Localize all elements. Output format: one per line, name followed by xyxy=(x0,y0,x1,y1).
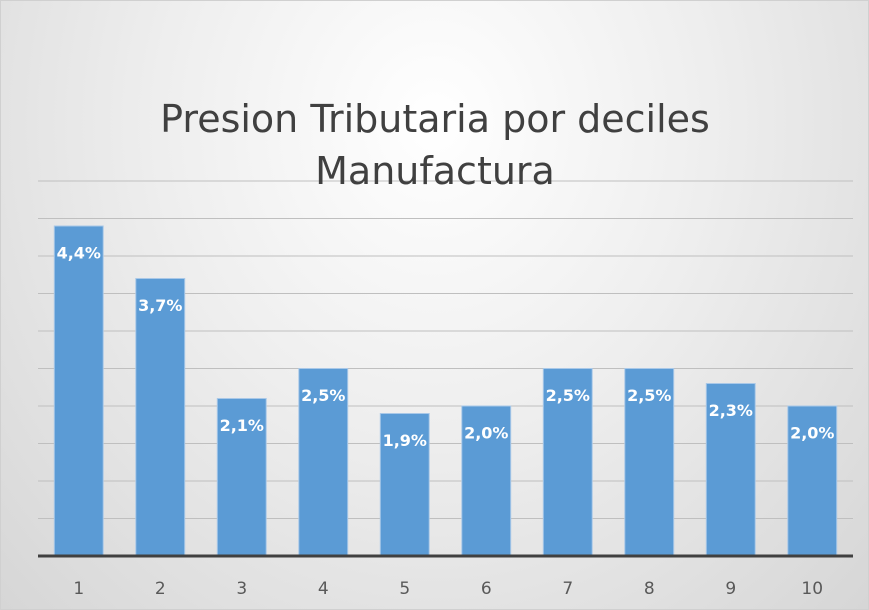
chart-title: Presion Tributaria por deciles Manufactu… xyxy=(160,97,710,193)
data-label: 4,4% xyxy=(57,244,101,263)
data-label: 2,5% xyxy=(301,386,345,405)
x-tick-label: 2 xyxy=(155,579,166,599)
data-label: 2,0% xyxy=(790,424,834,443)
x-tick-label: 4 xyxy=(318,579,329,599)
bar xyxy=(461,405,512,557)
x-tick-label: 6 xyxy=(481,579,492,599)
bar xyxy=(216,398,267,557)
data-label: 1,9% xyxy=(383,431,427,450)
data-label: 2,1% xyxy=(220,416,264,435)
bar xyxy=(705,383,756,557)
data-label: 3,7% xyxy=(138,296,182,315)
x-tick-label: 10 xyxy=(801,579,823,599)
data-label: 2,0% xyxy=(464,424,508,443)
x-tick-label: 3 xyxy=(236,579,247,599)
bar xyxy=(624,368,675,557)
x-tick-label: 1 xyxy=(73,579,84,599)
data-label: 2,3% xyxy=(709,401,753,420)
bar xyxy=(53,225,104,557)
x-tick-label: 9 xyxy=(725,579,736,599)
data-label: 2,5% xyxy=(627,386,671,405)
bar xyxy=(298,368,349,557)
x-tick-label: 8 xyxy=(644,579,655,599)
data-label: 2,5% xyxy=(546,386,590,405)
x-tick-label: 7 xyxy=(562,579,573,599)
bar xyxy=(787,405,838,557)
bar xyxy=(542,368,593,557)
x-tick-label: 5 xyxy=(399,579,410,599)
bar xyxy=(135,278,186,557)
